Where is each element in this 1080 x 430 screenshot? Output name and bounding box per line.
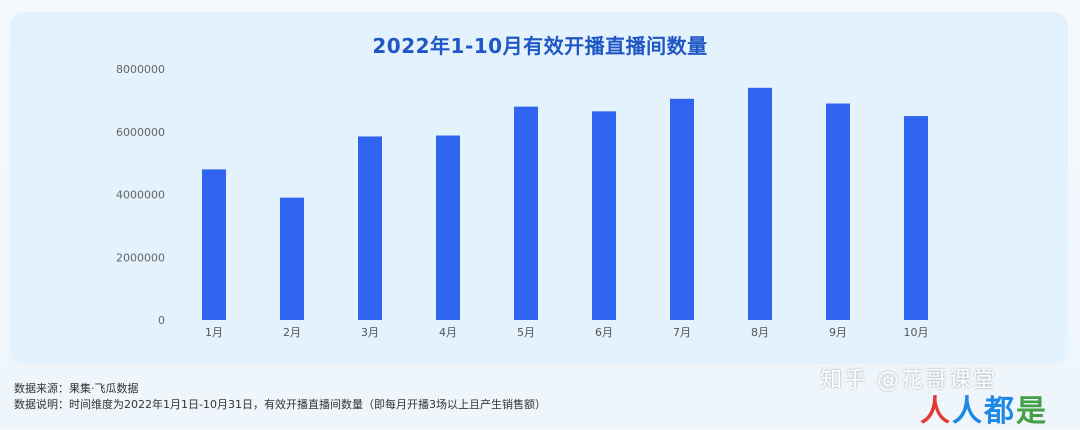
- logo-part-1: 人: [920, 394, 952, 429]
- x-tick-label: 4月: [439, 326, 457, 339]
- bar: [748, 87, 772, 320]
- y-tick-label: 8000000: [116, 63, 165, 76]
- x-tick-label: 2月: [283, 326, 301, 339]
- logo-part-2: 人都: [952, 394, 1016, 429]
- x-tick-label: 1月: [205, 326, 223, 339]
- bar: [514, 106, 538, 321]
- brand-logo: 人人都是: [920, 386, 1048, 430]
- y-tick-label: 6000000: [116, 126, 165, 139]
- data-source-note: 数据来源：果集·飞瓜数据: [14, 382, 139, 395]
- logo-part-3: 是: [1016, 394, 1048, 429]
- y-tick-label: 2000000: [116, 251, 165, 264]
- x-tick-label: 6月: [595, 326, 613, 339]
- x-tick-label: 3月: [361, 326, 379, 339]
- bar: [358, 136, 382, 320]
- chart-title: 2022年1-10月有效开播直播间数量: [372, 34, 708, 58]
- bar: [670, 98, 694, 321]
- x-tick-label: 10月: [904, 326, 929, 339]
- x-tick-label: 9月: [829, 326, 847, 339]
- data-description-note: 数据说明：时间维度为2022年1月1日-10月31日，有效开播直播间数量（即每月…: [14, 398, 546, 411]
- x-tick-label: 7月: [673, 326, 691, 339]
- watermark: 知乎 @花哥课堂: [820, 368, 997, 393]
- bar: [436, 135, 460, 320]
- x-tick-label: 5月: [517, 326, 535, 339]
- x-tick-label: 8月: [751, 326, 769, 339]
- bar: [202, 169, 226, 320]
- y-tick-label: 4000000: [116, 189, 165, 202]
- y-tick-label: 0: [158, 314, 165, 327]
- bar: [280, 197, 304, 320]
- chart-card: [10, 12, 1068, 364]
- bar: [826, 103, 850, 320]
- bar: [904, 116, 928, 320]
- bar: [592, 111, 616, 320]
